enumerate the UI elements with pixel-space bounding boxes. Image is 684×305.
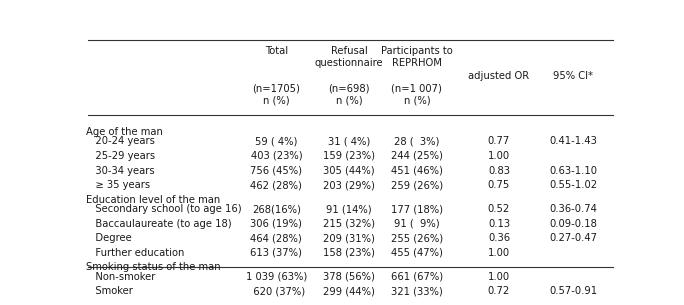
Text: 613 (37%): 613 (37%): [250, 248, 302, 258]
Text: 1.00: 1.00: [488, 272, 510, 282]
Text: 0.77: 0.77: [488, 136, 510, 146]
Text: Education level of the man: Education level of the man: [86, 195, 220, 205]
Text: 25-29 years: 25-29 years: [86, 151, 155, 161]
Text: Refusal
questionnaire: Refusal questionnaire: [315, 46, 383, 68]
Text: 620 (37%): 620 (37%): [248, 286, 305, 296]
Text: 305 (44%): 305 (44%): [323, 166, 375, 176]
Text: 20-24 years: 20-24 years: [86, 136, 155, 146]
Text: 0.09-0.18: 0.09-0.18: [549, 219, 597, 229]
Text: 1 039 (63%): 1 039 (63%): [246, 272, 307, 282]
Text: 455 (47%): 455 (47%): [391, 248, 443, 258]
Text: 756 (45%): 756 (45%): [250, 166, 302, 176]
Text: 95% CI*: 95% CI*: [553, 71, 593, 81]
Text: 203 (29%): 203 (29%): [323, 180, 375, 190]
Text: 0.27-0.47: 0.27-0.47: [549, 233, 597, 243]
Text: Age of the man: Age of the man: [86, 127, 162, 137]
Text: 0.13: 0.13: [488, 219, 510, 229]
Text: 464 (28%): 464 (28%): [250, 233, 302, 243]
Text: ≥ 35 years: ≥ 35 years: [86, 180, 150, 190]
Text: 321 (33%): 321 (33%): [391, 286, 443, 296]
Text: 1.00: 1.00: [488, 151, 510, 161]
Text: Further education: Further education: [86, 248, 184, 258]
Text: 259 (26%): 259 (26%): [391, 180, 443, 190]
Text: 299 (44%): 299 (44%): [323, 286, 375, 296]
Text: 306 (19%): 306 (19%): [250, 219, 302, 229]
Text: 403 (23%): 403 (23%): [250, 151, 302, 161]
Text: Baccaulaureate (to age 18): Baccaulaureate (to age 18): [86, 219, 231, 229]
Text: 28 (  3%): 28 ( 3%): [394, 136, 440, 146]
Text: 59 ( 4%): 59 ( 4%): [255, 136, 298, 146]
Text: adjusted OR: adjusted OR: [469, 71, 529, 81]
Text: Total: Total: [265, 46, 288, 56]
Text: (n=698)
n (%): (n=698) n (%): [328, 84, 370, 105]
Text: 159 (23%): 159 (23%): [323, 151, 375, 161]
Text: 209 (31%): 209 (31%): [323, 233, 375, 243]
Text: 30-34 years: 30-34 years: [86, 166, 154, 176]
Text: Smoker: Smoker: [86, 286, 133, 296]
Text: 255 (26%): 255 (26%): [391, 233, 443, 243]
Text: 451 (46%): 451 (46%): [391, 166, 443, 176]
Text: 0.72: 0.72: [488, 286, 510, 296]
Text: 0.63-1.10: 0.63-1.10: [549, 166, 597, 176]
Text: 0.41-1.43: 0.41-1.43: [549, 136, 597, 146]
Text: 0.55-1.02: 0.55-1.02: [549, 180, 597, 190]
Text: 244 (25%): 244 (25%): [391, 151, 443, 161]
Text: 0.36: 0.36: [488, 233, 510, 243]
Text: 177 (18%): 177 (18%): [391, 204, 443, 214]
Text: 215 (32%): 215 (32%): [323, 219, 375, 229]
Text: (n=1 007)
n (%): (n=1 007) n (%): [391, 84, 443, 105]
Text: Non-smoker: Non-smoker: [86, 272, 155, 282]
Text: 0.36-0.74: 0.36-0.74: [549, 204, 597, 214]
Text: 0.83: 0.83: [488, 166, 510, 176]
Text: 91 (14%): 91 (14%): [326, 204, 372, 214]
Text: 158 (23%): 158 (23%): [323, 248, 375, 258]
Text: 378 (56%): 378 (56%): [323, 272, 375, 282]
Text: Participants to
REPRHOM: Participants to REPRHOM: [381, 46, 453, 68]
Text: Degree: Degree: [86, 233, 131, 243]
Text: 268(16%): 268(16%): [252, 204, 301, 214]
Text: 661 (67%): 661 (67%): [391, 272, 443, 282]
Text: Smoking status of the man: Smoking status of the man: [86, 262, 220, 272]
Text: 1.00: 1.00: [488, 248, 510, 258]
Text: 462 (28%): 462 (28%): [250, 180, 302, 190]
Text: 0.52: 0.52: [488, 204, 510, 214]
Text: Secondary school (to age 16): Secondary school (to age 16): [86, 204, 241, 214]
Text: 31 ( 4%): 31 ( 4%): [328, 136, 370, 146]
Text: 91 (  9%): 91 ( 9%): [394, 219, 440, 229]
Text: 0.75: 0.75: [488, 180, 510, 190]
Text: (n=1705)
n (%): (n=1705) n (%): [252, 84, 300, 105]
Text: 0.57-0.91: 0.57-0.91: [549, 286, 597, 296]
